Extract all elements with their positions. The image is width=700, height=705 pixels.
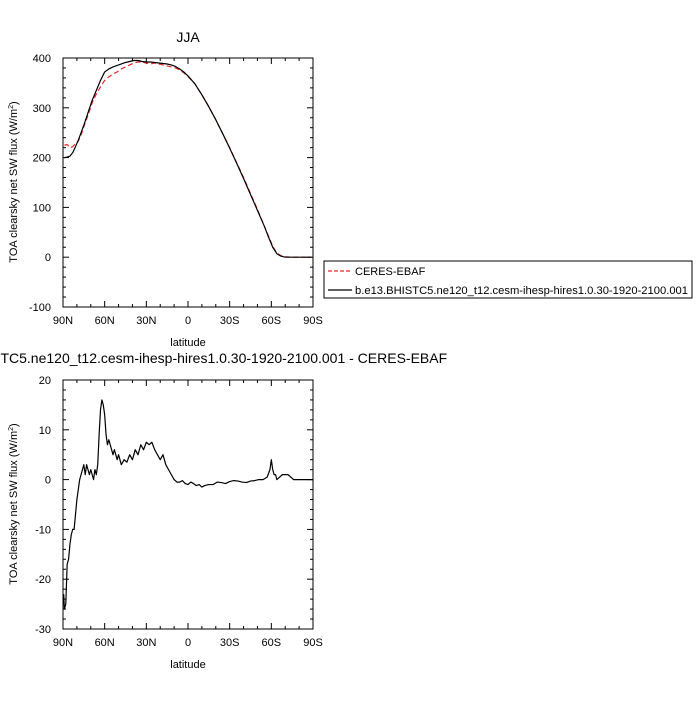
top-series-line-0 (64, 61, 312, 258)
bottom-y-tick-label: 0 (45, 475, 51, 487)
bottom-series-line-0 (63, 399, 313, 610)
top-y-tick-label: 400 (33, 53, 51, 65)
top-x-tick-label: 60S (262, 315, 282, 327)
top-x-tick-label: 90S (303, 315, 323, 327)
top-plot-frame (62, 57, 314, 308)
top-y-tick-label: 200 (33, 153, 51, 165)
top-y-tick-label: 0 (45, 252, 51, 264)
top-y-tick-label: 300 (33, 103, 51, 115)
bottom-x-tick-label: 90S (303, 637, 323, 649)
legend-box (323, 260, 693, 299)
top-panel: JJA 90N 60N 30N 0 30S 60S 90S -100 0 100 200 300 400… (8, 29, 693, 349)
bottom-x-axis-label: latitude (170, 659, 205, 671)
top-y-axis-label: TOA clearsky net SW flux (W/m2) (8, 101, 20, 262)
bottom-x-tick-label: 60N (95, 637, 115, 649)
bottom-panel-title: b.e13.BHISTC5.ne120_t12.cesm-ihesp-hires… (0, 350, 447, 366)
bottom-axis-ticks: 90N 60N 30N 0 30S 60S 90S -30 -20 -10 0 10 20 (35, 375, 323, 649)
bottom-y-tick-label: -30 (35, 624, 51, 636)
bottom-x-tick-label: 30N (136, 637, 156, 649)
top-y-axis-label-sup: 2 (8, 105, 15, 109)
bottom-y-tick-label: 10 (39, 425, 51, 437)
bottom-y-axis-label-sup: 2 (8, 427, 15, 431)
top-x-axis-label: latitude (170, 337, 205, 349)
top-y-tick-label: -100 (29, 302, 51, 314)
top-x-tick-label: 90N (53, 315, 73, 327)
legend-entry-model: b.e13.BHISTC5.ne120_t12.cesm-ihesp-hires… (355, 285, 688, 297)
bottom-x-tick-label: 90N (53, 637, 73, 649)
top-series-line-1 (64, 59, 312, 258)
top-axis-ticks: 90N 60N 30N 0 30S 60S 90S -100 0 100 200 300 400 (29, 53, 323, 327)
bottom-y-axis-label: TOA clearsky net SW flux (W/m2) (8, 423, 20, 584)
top-panel-title: JJA (176, 29, 200, 45)
bottom-y-axis-label-main: TOA clearsky net SW flux (W/m (8, 431, 20, 585)
top-y-axis-label-close: ) (8, 101, 20, 105)
bottom-panel: b.e13.BHISTC5.ne120_t12.cesm-ihesp-hires… (0, 350, 447, 671)
bottom-x-tick-label: 0 (185, 637, 191, 649)
top-x-tick-label: 60N (95, 315, 115, 327)
legend-entry-ceres: CERES-EBAF (355, 266, 426, 278)
top-y-axis-label-main: TOA clearsky net SW flux (W/m (8, 109, 20, 263)
top-x-tick-label: 30S (220, 315, 240, 327)
top-x-tick-label: 30N (136, 315, 156, 327)
top-x-tick-label: 0 (185, 315, 191, 327)
bottom-y-tick-label: -10 (35, 524, 51, 536)
bottom-x-tick-label: 30S (220, 637, 240, 649)
bottom-y-tick-label: -20 (35, 574, 51, 586)
bottom-x-tick-label: 60S (262, 637, 282, 649)
bottom-y-tick-label: 20 (39, 375, 51, 387)
top-y-tick-label: 100 (33, 202, 51, 214)
bottom-series-group (63, 399, 313, 610)
legend: CERES-EBAF b.e13.BHISTC5.ne120_t12.cesm-… (323, 260, 693, 299)
top-series-group (64, 59, 312, 258)
bottom-y-axis-label-close: ) (8, 423, 20, 427)
